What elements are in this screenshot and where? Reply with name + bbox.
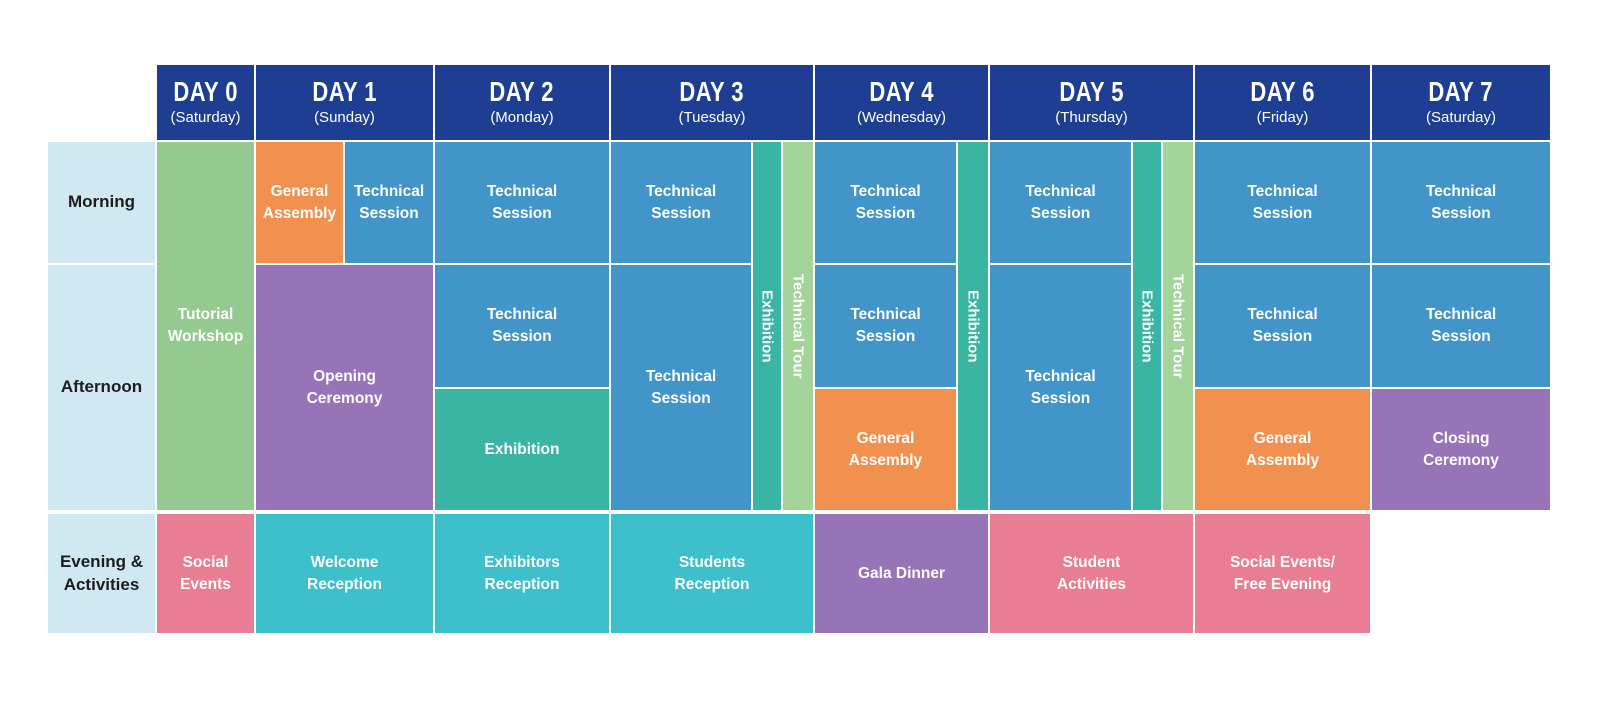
event-label: Exhibition: [1138, 289, 1156, 363]
day-3-title: DAY 3: [679, 76, 745, 108]
event-day7-technical-session-afternoon: Technical Session: [1372, 265, 1550, 387]
row-label-morning-text: Morning: [67, 192, 136, 212]
header-day-2: DAY 2 (Monday): [435, 65, 609, 140]
day-2-title: DAY 2: [489, 76, 555, 108]
day-1-title: DAY 1: [312, 76, 377, 108]
day-0-title: DAY 0: [173, 76, 238, 108]
event-label: Technical Session: [645, 182, 717, 222]
header-day-7: DAY 7 (Saturday): [1372, 65, 1550, 140]
event-label: Technical Tour: [789, 273, 807, 379]
event-day4-gala-dinner: Gala Dinner: [815, 514, 988, 633]
event-day5-technical-session-morning: Technical Session: [990, 142, 1131, 263]
event-day4-exhibition-strip: Exhibition: [958, 142, 988, 510]
event-day4-general-assembly: General Assembly: [815, 389, 956, 510]
event-day2-technical-session-afternoon: Technical Session: [435, 265, 609, 387]
event-day0-tutorial-workshop: Tutorial Workshop: [157, 142, 254, 510]
event-day6-technical-session-afternoon: Technical Session: [1195, 265, 1370, 387]
event-label: Tutorial Workshop: [167, 306, 244, 345]
event-label: Technical Tour: [1169, 273, 1187, 379]
event-label: Technical Session: [1425, 182, 1497, 222]
event-label: Technical Session: [850, 182, 921, 222]
event-label: Gala Dinner: [858, 564, 945, 582]
event-day1-general-assembly: General Assembly: [256, 142, 343, 263]
event-label: Technical Session: [645, 367, 717, 407]
day-2-subtitle: (Monday): [490, 109, 554, 127]
event-label: Welcome Reception: [307, 553, 382, 593]
row-label-morning: Morning: [48, 142, 155, 263]
event-day6-technical-session-morning: Technical Session: [1195, 142, 1370, 263]
row-label-evening-text: Evening & Activities: [59, 552, 144, 594]
event-day3-students-reception: Students Reception: [611, 514, 813, 633]
event-label: Students Reception: [674, 553, 750, 593]
event-label: Technical Session: [1247, 306, 1318, 345]
event-day4-technical-session-afternoon: Technical Session: [815, 265, 956, 387]
day-7-subtitle: (Saturday): [1425, 109, 1497, 127]
event-day5-student-activities: Student Activities: [990, 514, 1193, 633]
event-label: Social Events: [180, 553, 231, 593]
event-day6-general-assembly: General Assembly: [1195, 389, 1370, 510]
event-label: Exhibitors Reception: [484, 553, 560, 593]
event-label: Technical Session: [1247, 182, 1318, 222]
day-3-subtitle: (Tuesday): [678, 109, 746, 127]
day-7-title: DAY 7: [1428, 76, 1494, 108]
header-day-5: DAY 5 (Thursday): [990, 65, 1193, 140]
event-label: Technical Session: [486, 306, 558, 345]
event-day3-technical-session-morning: Technical Session: [611, 142, 751, 263]
event-label: Closing Ceremony: [1423, 429, 1499, 469]
day-4-subtitle: (Wednesday): [857, 109, 946, 127]
event-day7-closing-ceremony: Closing Ceremony: [1372, 389, 1550, 510]
header-day-4: DAY 4 (Wednesday): [815, 65, 988, 140]
event-day3-technical-tour-strip: Technical Tour: [783, 142, 813, 510]
row-label-evening: Evening & Activities: [48, 514, 155, 633]
event-day3-technical-session-afternoon: Technical Session: [611, 265, 751, 510]
event-day5-technical-tour-strip: Technical Tour: [1163, 142, 1193, 510]
event-day5-technical-session-afternoon: Technical Session: [990, 265, 1131, 510]
event-day1-opening-ceremony: Opening Ceremony: [256, 265, 433, 510]
event-day0-social-events: Social Events: [157, 514, 254, 633]
day-6-subtitle: (Friday): [1256, 109, 1309, 127]
event-day1-technical-session-morning: Technical Session: [345, 142, 433, 263]
event-label: Exhibition: [964, 289, 982, 363]
event-day5-exhibition-strip: Exhibition: [1133, 142, 1161, 510]
event-day4-technical-session-morning: Technical Session: [815, 142, 956, 263]
day-5-title: DAY 5: [1059, 76, 1124, 108]
event-label: Student Activities: [1057, 553, 1126, 593]
event-day2-exhibitors-reception: Exhibitors Reception: [435, 514, 609, 633]
header-day-3: DAY 3 (Tuesday): [611, 65, 813, 140]
event-day3-exhibition-strip: Exhibition: [753, 142, 781, 510]
event-label: General Assembly: [262, 182, 337, 222]
day-1-subtitle: (Sunday): [314, 109, 375, 127]
event-label: General Assembly: [848, 429, 923, 469]
event-label: Technical Session: [486, 182, 558, 222]
event-day2-exhibition: Exhibition: [435, 389, 609, 510]
event-label: Technical Session: [353, 182, 425, 222]
event-day7-technical-session-morning: Technical Session: [1372, 142, 1550, 263]
event-label: Technical Session: [1025, 182, 1096, 222]
day-5-subtitle: (Thursday): [1055, 109, 1128, 127]
event-label: Technical Session: [1425, 306, 1497, 345]
event-label: Exhibition: [758, 289, 776, 363]
day-4-title: DAY 4: [869, 76, 934, 108]
header-day-1: DAY 1 (Sunday): [256, 65, 433, 140]
event-day1-welcome-reception: Welcome Reception: [256, 514, 433, 633]
day-0-subtitle: (Saturday): [170, 109, 241, 127]
event-label: Exhibition: [484, 440, 560, 458]
event-label: Social Events/ Free Evening: [1229, 553, 1336, 593]
header-day-6: DAY 6 (Friday): [1195, 65, 1370, 140]
event-label: Opening Ceremony: [306, 367, 383, 407]
event-label: General Assembly: [1245, 429, 1320, 469]
event-label: Technical Session: [1025, 367, 1096, 407]
row-label-afternoon: Afternoon: [48, 265, 155, 510]
event-day2-technical-session-morning: Technical Session: [435, 142, 609, 263]
header-day-0: DAY 0 (Saturday): [157, 65, 254, 140]
event-day6-social-events-free-evening: Social Events/ Free Evening: [1195, 514, 1370, 633]
day-6-title: DAY 6: [1250, 76, 1315, 108]
event-label: Technical Session: [850, 306, 921, 345]
row-label-afternoon-text: Afternoon: [60, 377, 143, 397]
